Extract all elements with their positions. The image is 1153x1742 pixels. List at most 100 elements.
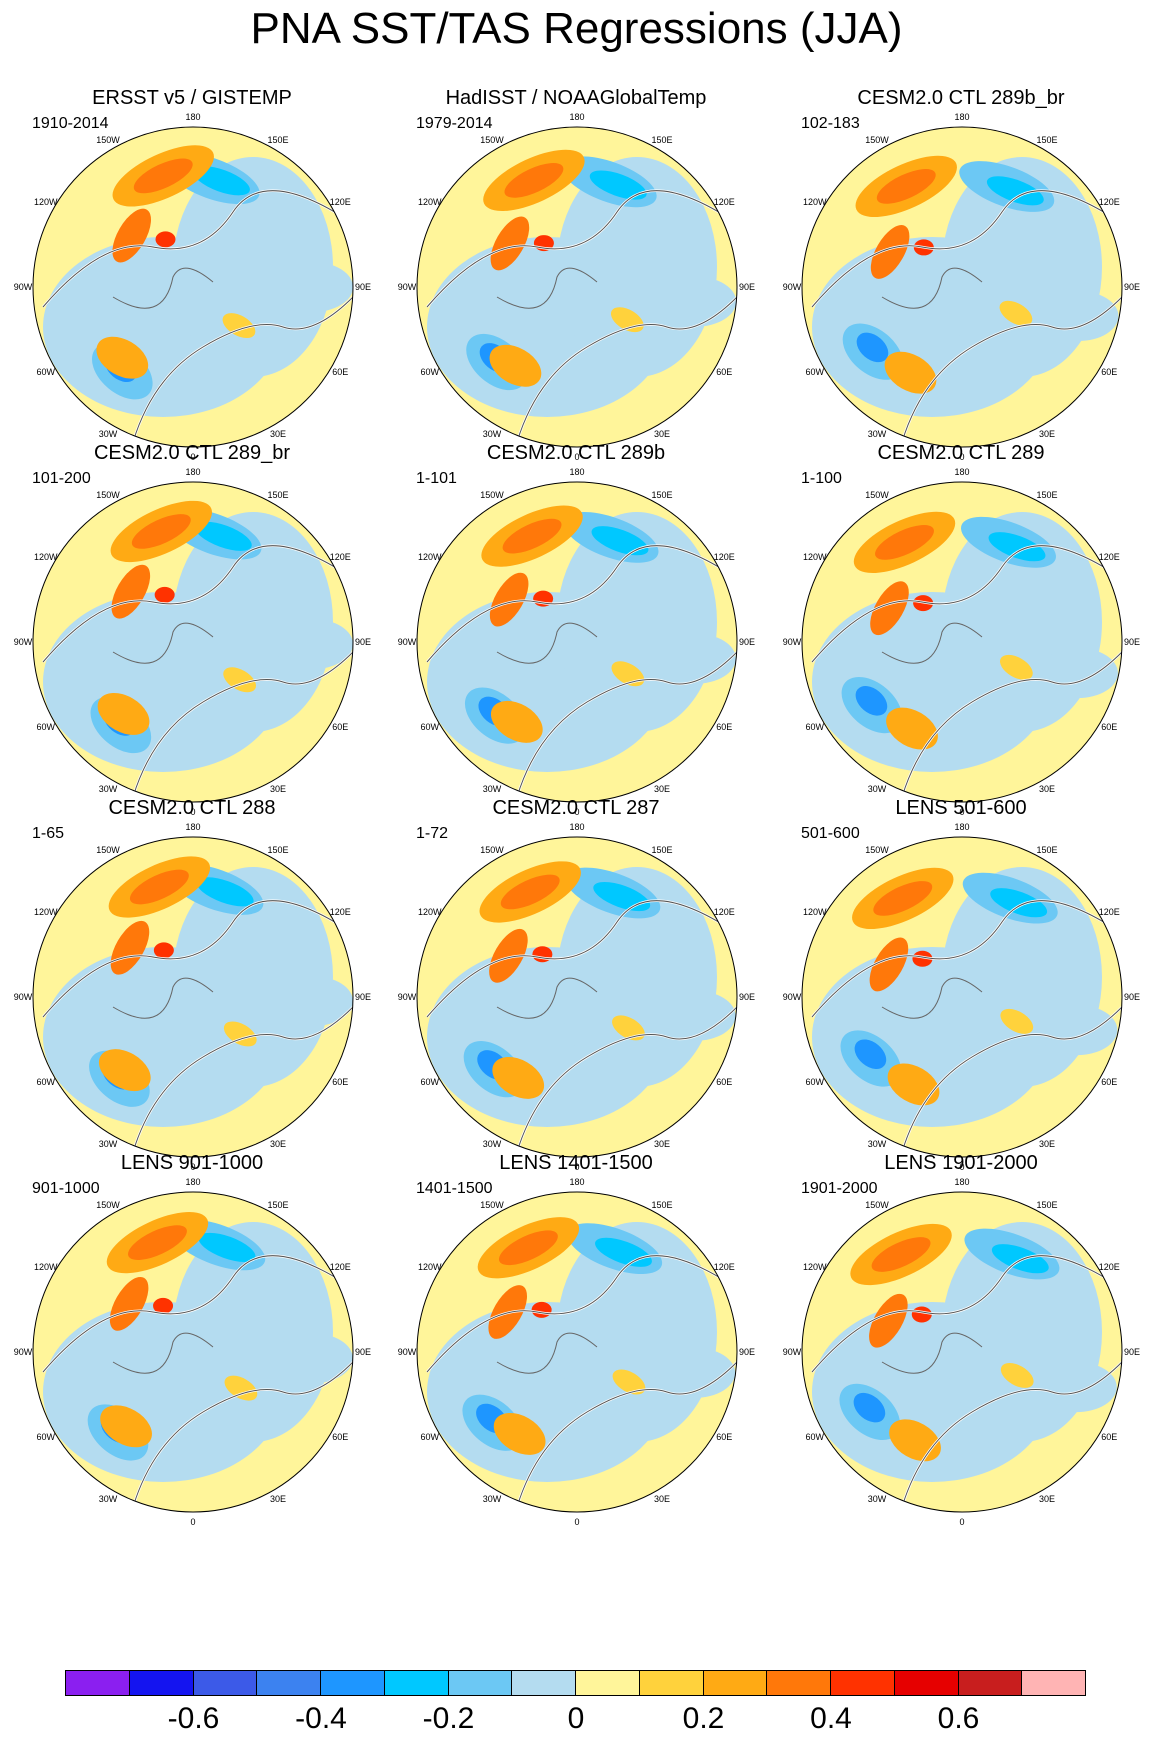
colorbar-swatch — [65, 1670, 130, 1696]
longitude-label: 150E — [267, 135, 288, 145]
longitude-label: 90W — [398, 992, 417, 1002]
positive-anomaly-region — [873, 881, 933, 916]
map-field — [417, 837, 737, 1157]
positive-anomaly-region — [110, 920, 150, 975]
longitude-label: 150E — [267, 490, 288, 500]
panel-period: 1-100 — [801, 470, 842, 487]
polar-map: 180 150E 120E 90E 60E 30E 0 30W 60W 90W 120W 150W — [783, 822, 1140, 1172]
positive-anomaly-region — [498, 1230, 558, 1266]
longitude-label: 180 — [569, 112, 584, 122]
longitude-label: 0 — [959, 1162, 964, 1172]
longitude-label: 120W — [803, 552, 827, 562]
panel-period: 1401-1500 — [416, 1180, 493, 1197]
negative-anomaly-region — [206, 702, 267, 739]
longitude-label: 90W — [14, 1347, 33, 1357]
panel-title: CESM2.0 CTL 287 — [492, 797, 660, 819]
longitude-label: 90E — [355, 1347, 371, 1357]
coastline — [811, 545, 1113, 663]
coastline — [132, 1006, 353, 1153]
negative-anomaly-region — [986, 176, 1044, 206]
coastline — [516, 296, 737, 443]
longitude-label: 60W — [37, 1432, 56, 1442]
negative-anomaly-region — [203, 1414, 264, 1451]
colorbar-tick-label: -0.4 — [295, 1702, 347, 1735]
coastline — [112, 622, 214, 664]
map-field — [802, 1192, 1122, 1512]
positive-anomaly-region — [133, 158, 193, 194]
longitude-label: 90W — [783, 1347, 802, 1357]
longitude-label: 180 — [954, 822, 969, 832]
negative-anomaly-region — [1037, 648, 1118, 699]
positive-anomaly-region — [97, 692, 150, 735]
negative-anomaly-region — [272, 619, 353, 670]
longitude-label: 30E — [270, 784, 286, 794]
longitude-label: 60E — [332, 1432, 348, 1442]
longitude-label: 150E — [1036, 1200, 1057, 1210]
panel-title: LENS 1901-2000 — [884, 1152, 1038, 1174]
longitude-label: 120W — [803, 907, 827, 917]
positive-anomaly-region — [869, 1293, 908, 1348]
panel-period: 1910-2014 — [32, 115, 109, 132]
panel-period: 1-65 — [32, 825, 65, 842]
coastline — [42, 1255, 344, 1373]
coastline — [811, 900, 1113, 1018]
longitude-label: 120W — [34, 552, 58, 562]
map-panel: CESM2.0 CTL 289_br 180 150E 120E 90E 60E 30E 0 3… — [0, 355, 384, 817]
map-panel: LENS 901-1000 180 150E 120E 90E 60E 30E 0 30W 60W… — [0, 1065, 384, 1527]
longitude-label: 150E — [651, 845, 672, 855]
panel-period: 1-101 — [416, 470, 457, 487]
figure-title: PNA SST/TAS Regressions (JJA) — [250, 4, 903, 53]
longitude-label: 30W — [483, 429, 502, 439]
negative-anomaly-region — [855, 686, 888, 716]
colorbar-tick-label: 0 — [567, 1702, 585, 1735]
negative-anomaly-region — [655, 1347, 736, 1398]
longitude-label: 150W — [480, 135, 504, 145]
polar-map: 180 150E 120E 90E 60E 30E 0 30W 60W 90W 120W 150W — [398, 822, 755, 1172]
longitude-label: 150W — [865, 845, 889, 855]
map-field — [417, 482, 737, 802]
coastline — [901, 1361, 1122, 1508]
longitude-label: 90W — [398, 282, 417, 292]
negative-anomaly-region — [173, 512, 333, 732]
longitude-label: 150W — [480, 1200, 504, 1210]
longitude-label: 60W — [37, 367, 56, 377]
colorbar-swatch — [256, 1670, 321, 1696]
longitude-label: 90E — [355, 992, 371, 1002]
map-field — [33, 1192, 353, 1512]
map-border — [801, 836, 1123, 1158]
negative-anomaly-region — [579, 1063, 640, 1100]
longitude-label: 30E — [1039, 1494, 1055, 1504]
positive-anomaly-region — [1000, 1362, 1034, 1388]
coastline — [132, 1361, 353, 1508]
panel-title: HadISST / NOAAGlobalTemp — [445, 87, 707, 109]
negative-anomaly-region — [208, 346, 268, 383]
polar-map: 180 150E 120E 90E 60E 30E 0 30W 60W 90W 120W 150W — [783, 467, 1140, 817]
panel-period: 501-600 — [801, 825, 860, 842]
negative-anomaly-region — [988, 532, 1046, 562]
coastline — [811, 190, 1113, 308]
positive-anomaly-region — [504, 163, 564, 198]
longitude-label: 120W — [418, 552, 442, 562]
longitude-label: 60E — [332, 367, 348, 377]
longitude-label: 90E — [739, 992, 755, 1002]
longitude-label: 30W — [868, 1139, 887, 1149]
positive-anomaly-region — [1000, 1008, 1034, 1034]
positive-anomaly-region — [493, 1412, 546, 1455]
longitude-label: 90W — [398, 1347, 417, 1357]
map-panel: CESM2.0 CTL 289b 180 150E 120E 90E 60E 30E 0 30W… — [384, 355, 768, 817]
longitude-label: 90W — [783, 992, 802, 1002]
negative-anomaly-region — [1037, 1005, 1118, 1056]
longitude-label: 150E — [1036, 490, 1057, 500]
longitude-label: 150E — [267, 1200, 288, 1210]
coastline — [42, 190, 344, 308]
longitude-label: 120E — [1099, 197, 1120, 207]
colorbar-swatch — [192, 1670, 258, 1696]
longitude-label: 60W — [421, 367, 440, 377]
positive-anomaly-region — [911, 1306, 932, 1323]
positive-anomaly-region — [531, 1301, 552, 1318]
negative-anomaly-region — [196, 877, 254, 907]
longitude-label: 120E — [714, 907, 735, 917]
longitude-label: 120W — [803, 197, 827, 207]
negative-anomaly-region — [952, 1421, 1013, 1458]
longitude-label: 90E — [739, 1347, 755, 1357]
